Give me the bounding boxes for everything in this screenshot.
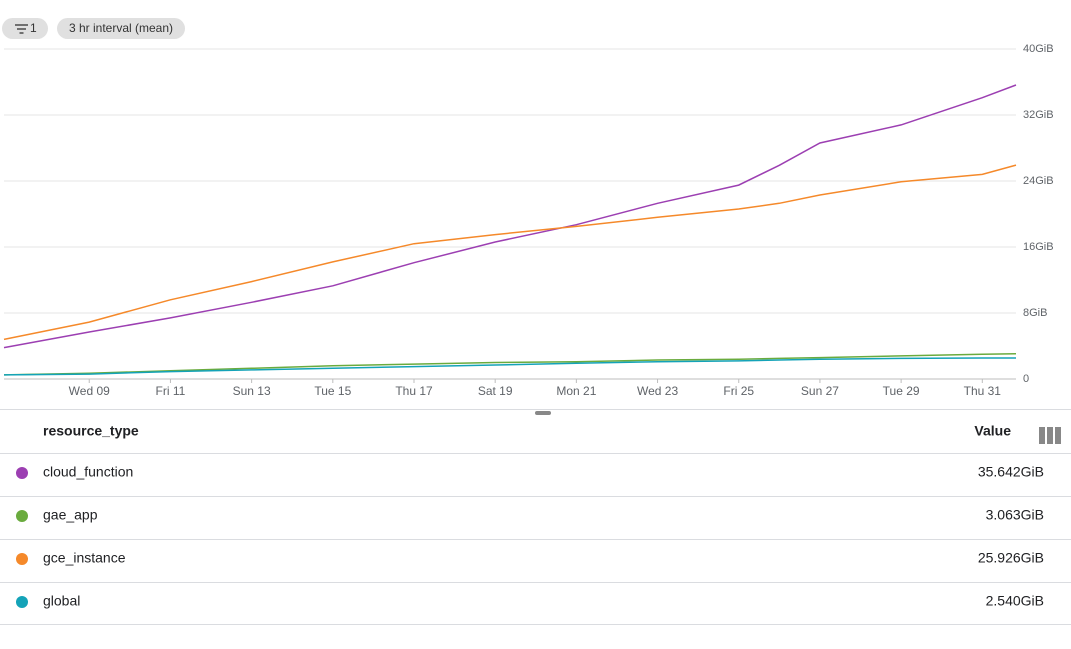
x-tick-label: Fri 25 (723, 384, 754, 398)
filter-icon (15, 24, 28, 34)
legend-dot (16, 596, 28, 608)
row-value: 35.642GiB (978, 464, 1044, 480)
x-tick-label: Sat 19 (478, 384, 513, 398)
x-tick-label: Tue 29 (883, 384, 920, 398)
x-tick-label: Thu 31 (964, 384, 1002, 398)
x-tick-label: Wed 23 (637, 384, 678, 398)
table-rows: cloud_function 35.642GiB gae_app 3.063GiB gc… (0, 453, 1071, 625)
column-header[interactable]: resource_type (43, 423, 139, 439)
legend-dot (16, 510, 28, 522)
row-value: 2.540GiB (986, 593, 1044, 609)
series-line (3, 357, 1016, 376)
interval-chip[interactable] (57, 18, 185, 39)
plot: 0 8GiB 16GiB 24GiB 32GiB 40GiB Wed 09 Fri 11 Sun… (3, 43, 1054, 398)
x-tick-label: Thu 17 (395, 384, 433, 398)
y-tick-label: 8GiB (1023, 307, 1047, 319)
column-header[interactable]: Value (974, 423, 1011, 439)
legend-dot (16, 467, 28, 479)
x-tick-label: Sun 13 (233, 384, 271, 398)
series-line (3, 164, 1017, 341)
y-tick-label: 40GiB (1023, 43, 1054, 55)
y-tick-label: 16GiB (1023, 241, 1054, 253)
y-tick-label: 24GiB (1023, 175, 1054, 187)
y-tick-label: 0 (1023, 373, 1029, 385)
legend-dot (16, 553, 28, 565)
legend-name: gce_instance (43, 550, 126, 566)
y-tick-label: 32GiB (1023, 109, 1054, 121)
x-tick-label: Mon 21 (556, 384, 596, 398)
x-tick-label: Sun 27 (801, 384, 839, 398)
legend-name: cloud_function (43, 464, 133, 480)
x-tick-label: Fri 11 (156, 384, 186, 398)
legend-name: gae_app (43, 507, 98, 523)
x-tick-label: Wed 09 (69, 384, 110, 398)
row-value: 25.926GiB (978, 550, 1044, 566)
series-line (3, 352, 1017, 376)
row-value: 3.063GiB (986, 507, 1044, 523)
filter-count: 1 (30, 21, 37, 35)
interval-label: 3 hr interval (mean) (69, 21, 173, 35)
columns-icon[interactable] (1039, 427, 1061, 444)
series-line (3, 84, 1017, 349)
drag-handle[interactable] (535, 411, 551, 415)
legend-name: global (43, 593, 80, 609)
x-tick-label: Tue 15 (314, 384, 351, 398)
